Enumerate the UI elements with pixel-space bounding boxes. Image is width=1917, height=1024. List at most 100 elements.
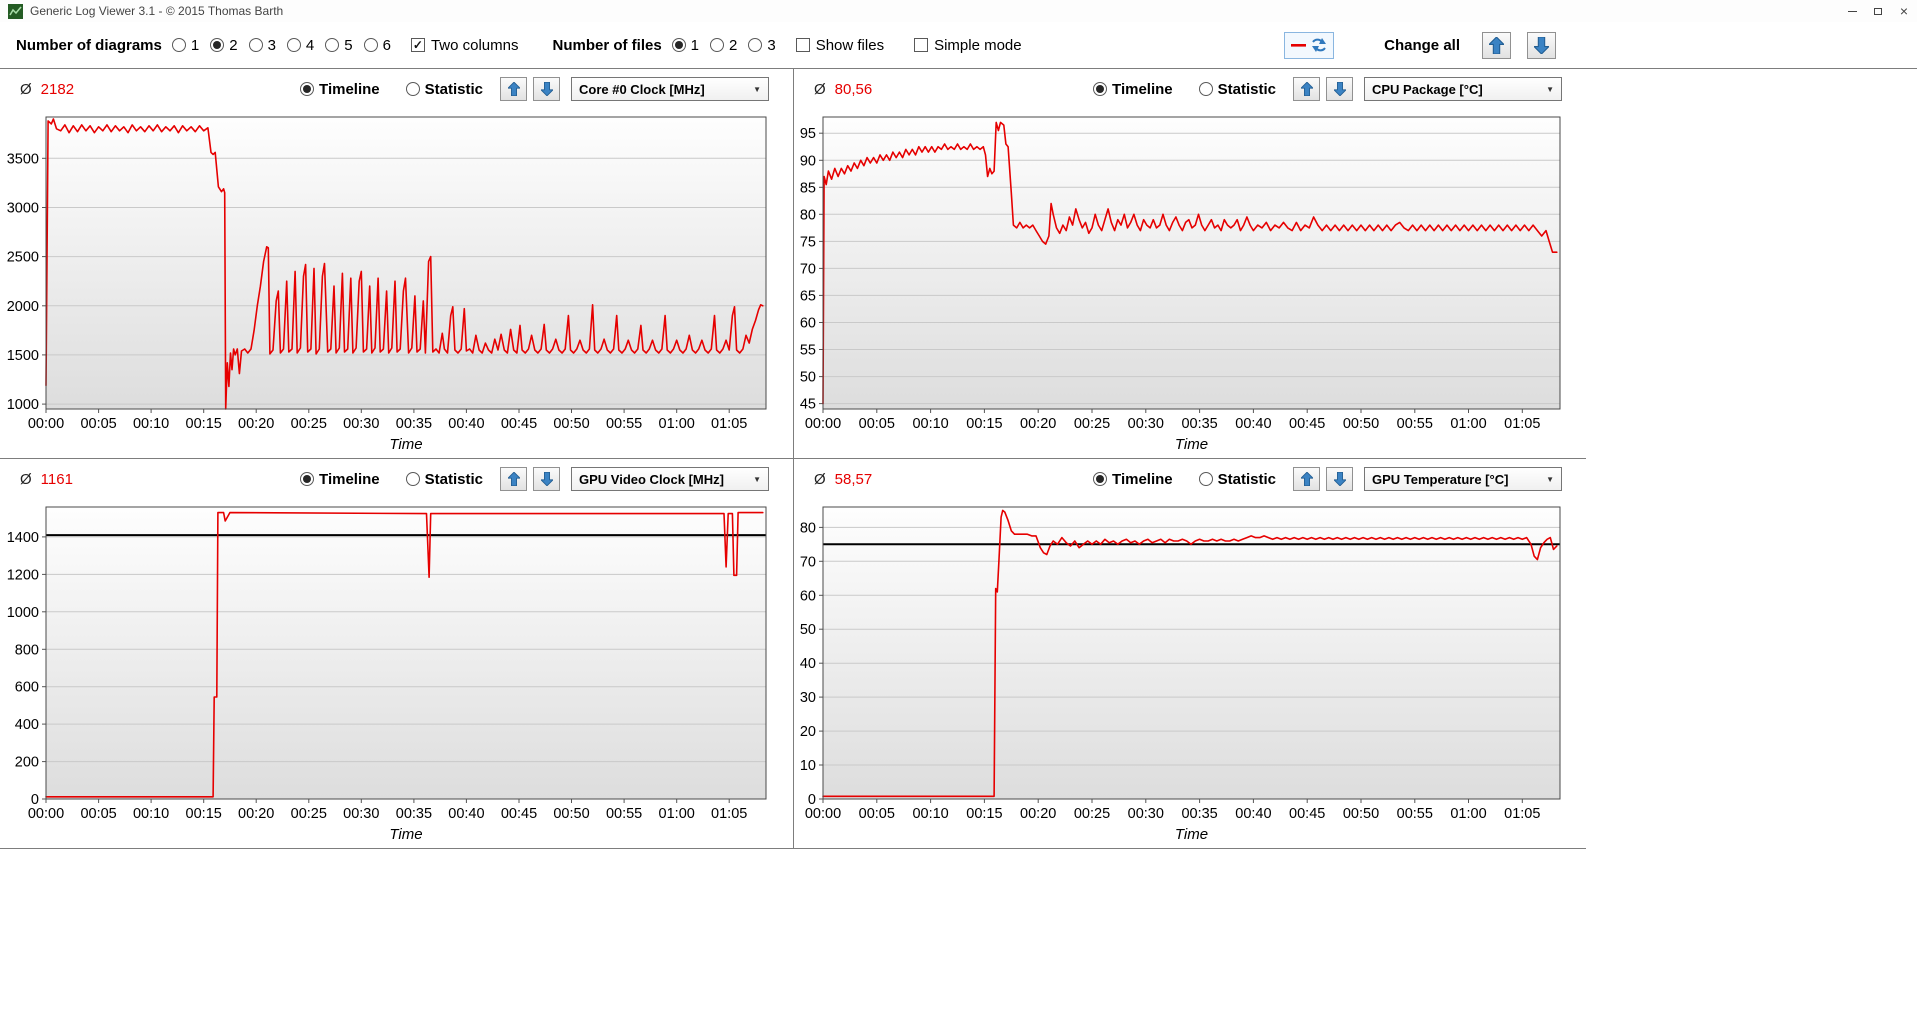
svg-text:00:45: 00:45	[1289, 806, 1325, 822]
svg-text:00:30: 00:30	[343, 416, 379, 432]
svg-text:00:35: 00:35	[1181, 416, 1217, 432]
radio-indicator	[363, 38, 378, 52]
svg-text:800: 800	[15, 642, 39, 658]
svg-text:01:05: 01:05	[1504, 806, 1540, 822]
gpu-video-clock-chart: 0 200 400 600 800 1000 1200 1400 00:00 00:05 00:10…	[7, 506, 767, 843]
svg-text:30: 30	[800, 690, 816, 706]
two-columns-checkbox[interactable]: Two columns	[410, 37, 518, 54]
svg-text:00:10: 00:10	[133, 806, 169, 822]
svg-text:01:00: 01:00	[1450, 806, 1486, 822]
signal-up-button[interactable]	[500, 467, 527, 491]
arrow-down-icon	[540, 82, 553, 96]
svg-text:00:40: 00:40	[448, 416, 484, 432]
svg-text:3500: 3500	[7, 151, 39, 167]
svg-text:95: 95	[800, 126, 816, 142]
svg-text:55: 55	[800, 343, 816, 359]
svg-text:00:30: 00:30	[1128, 416, 1164, 432]
svg-text:01:00: 01:00	[659, 806, 695, 822]
svg-text:00:40: 00:40	[1235, 416, 1271, 432]
statistic-radio[interactable]: Statistic	[1198, 471, 1276, 488]
svg-text:0: 0	[31, 792, 39, 808]
diagram-count-radios: 1 2 3 4 5 6	[171, 37, 391, 54]
panel-header: Ø 58,57 Timeline Statistic GPU Temperatu…	[794, 459, 1586, 499]
svg-text:00:10: 00:10	[912, 416, 948, 432]
svg-text:00:05: 00:05	[80, 416, 116, 432]
radio-indicator	[1198, 472, 1213, 486]
maximize-icon	[1874, 7, 1882, 15]
diagram-count-3[interactable]: 3	[248, 37, 276, 54]
svg-text:85: 85	[800, 180, 816, 196]
svg-text:75: 75	[800, 234, 816, 250]
svg-text:00:35: 00:35	[396, 416, 432, 432]
radio-indicator	[748, 38, 763, 52]
radio-indicator	[1198, 82, 1213, 96]
cpu-package-chart: 45 50 55 60 65 70 75 80 85 90 95 00:00 00:05 00:10 00:…	[800, 116, 1561, 453]
arrow-up-icon	[507, 472, 520, 486]
svg-text:1000: 1000	[7, 397, 39, 413]
svg-text:00:20: 00:20	[1020, 416, 1056, 432]
minimize-button[interactable]	[1839, 0, 1865, 22]
svg-text:00:00: 00:00	[805, 416, 841, 432]
svg-text:400: 400	[15, 717, 39, 733]
diagram-count-4[interactable]: 4	[286, 37, 314, 54]
arrow-up-icon	[1300, 82, 1313, 96]
app-icon	[8, 3, 23, 19]
signal-combobox[interactable]: GPU Temperature [°C] ▼	[1364, 467, 1562, 491]
svg-text:00:20: 00:20	[1020, 806, 1056, 822]
statistic-radio[interactable]: Statistic	[405, 81, 483, 98]
checkbox-indicator	[795, 38, 810, 52]
window-title: Generic Log Viewer 3.1 - © 2015 Thomas B…	[30, 4, 284, 18]
signal-down-button[interactable]	[1326, 467, 1353, 491]
radio-indicator	[1093, 82, 1108, 96]
arrow-down-icon	[1534, 36, 1549, 54]
diagram-count-2[interactable]: 2	[210, 37, 238, 54]
timeline-radio[interactable]: Timeline	[300, 471, 380, 488]
svg-text:Time: Time	[1175, 436, 1208, 453]
svg-text:40: 40	[800, 656, 816, 672]
file-count-1[interactable]: 1	[671, 37, 699, 54]
svg-text:1500: 1500	[7, 348, 39, 364]
timeline-radio[interactable]: Timeline	[300, 81, 380, 98]
radio-indicator	[405, 82, 420, 96]
change-all-up-button[interactable]	[1482, 31, 1511, 59]
timeline-radio[interactable]: Timeline	[1093, 471, 1173, 488]
close-button[interactable]: ×	[1891, 0, 1917, 22]
svg-text:01:00: 01:00	[1450, 416, 1486, 432]
svg-text:00:20: 00:20	[238, 806, 274, 822]
diagram-count-5[interactable]: 5	[325, 37, 353, 54]
signal-up-button[interactable]	[1293, 77, 1320, 101]
signal-up-button[interactable]	[1293, 467, 1320, 491]
timeline-radio[interactable]: Timeline	[1093, 81, 1173, 98]
line-style-refresh-button[interactable]	[1284, 31, 1335, 59]
diagram-panel-core0-clock: Ø 2182 Timeline Statistic Core #0 Clock …	[0, 69, 794, 459]
svg-text:00:50: 00:50	[553, 806, 589, 822]
statistic-radio[interactable]: Statistic	[405, 471, 483, 488]
signal-down-button[interactable]	[533, 77, 560, 101]
signal-combobox[interactable]: CPU Package [°C] ▼	[1364, 77, 1562, 101]
gpu-temperature-chart: 0 10 20 30 40 50 60 70 80 00:00 00:05 00:10 00:15 00:…	[800, 506, 1561, 843]
svg-text:00:55: 00:55	[606, 806, 642, 822]
svg-text:60: 60	[800, 316, 816, 332]
file-count-3[interactable]: 3	[748, 37, 776, 54]
change-all-down-button[interactable]	[1527, 31, 1556, 59]
statistic-radio[interactable]: Statistic	[1198, 81, 1276, 98]
diagram-count-6[interactable]: 6	[363, 37, 391, 54]
radio-indicator	[300, 82, 315, 96]
signal-combobox[interactable]: GPU Video Clock [MHz] ▼	[571, 467, 769, 491]
file-count-2[interactable]: 2	[710, 37, 737, 54]
maximize-button[interactable]	[1865, 0, 1891, 22]
svg-text:90: 90	[800, 153, 816, 169]
signal-down-button[interactable]	[533, 467, 560, 491]
svg-text:00:05: 00:05	[80, 806, 116, 822]
svg-text:2000: 2000	[7, 299, 39, 315]
diagram-count-1[interactable]: 1	[171, 37, 199, 54]
signal-up-button[interactable]	[500, 77, 527, 101]
simple-mode-checkbox[interactable]: Simple mode	[914, 37, 1022, 54]
signal-down-button[interactable]	[1326, 77, 1353, 101]
signal-combobox[interactable]: Core #0 Clock [MHz] ▼	[571, 77, 769, 101]
file-count-radios: 1 2 3	[671, 37, 776, 54]
radio-indicator	[710, 38, 725, 52]
radio-indicator	[286, 38, 301, 52]
show-files-checkbox[interactable]: Show files	[795, 37, 884, 54]
